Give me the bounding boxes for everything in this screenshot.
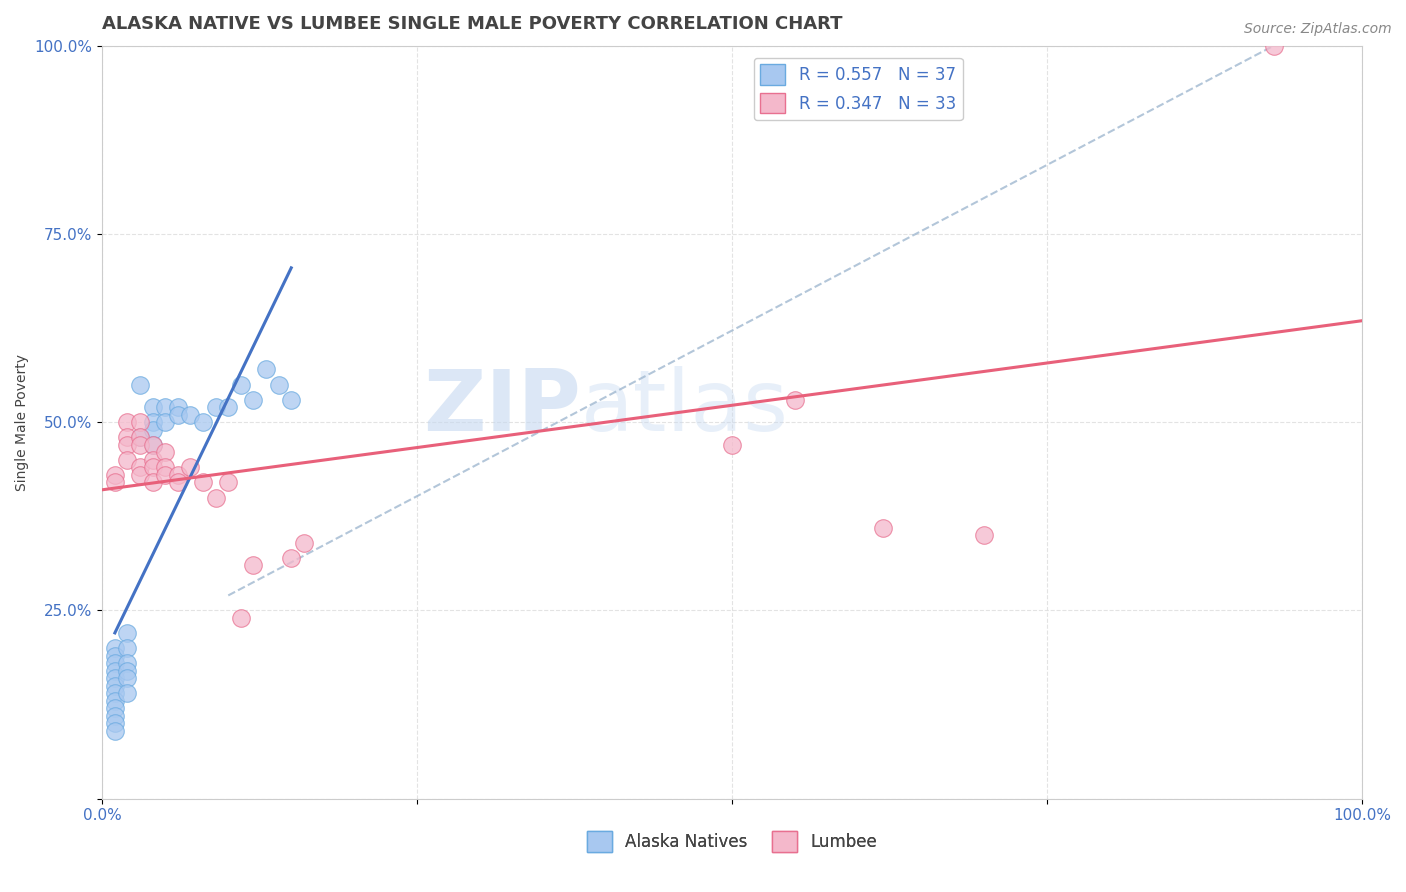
Text: ZIP: ZIP (423, 366, 581, 449)
Point (117, 664, 139, 678)
Point (104, 671, 127, 685)
Point (142, 453, 165, 467)
Point (129, 377, 152, 392)
Point (142, 415, 165, 429)
Point (104, 709, 127, 723)
Point (142, 400, 165, 414)
Point (117, 626, 139, 640)
Point (167, 408, 190, 422)
Point (104, 679, 127, 693)
Text: ALASKA NATIVE VS LUMBEE SINGLE MALE POVERTY CORRELATION CHART: ALASKA NATIVE VS LUMBEE SINGLE MALE POVE… (103, 15, 842, 33)
Point (104, 467, 127, 482)
Point (142, 438, 165, 452)
Text: Source: ZipAtlas.com: Source: ZipAtlas.com (1244, 22, 1392, 37)
Point (117, 686, 139, 700)
Point (117, 453, 139, 467)
Point (104, 701, 127, 715)
Point (267, 377, 290, 392)
Point (104, 656, 127, 670)
Point (155, 400, 177, 414)
Point (104, 723, 127, 738)
Point (204, 491, 226, 505)
Point (117, 656, 139, 670)
Point (872, 521, 894, 535)
Point (179, 460, 201, 475)
Point (179, 408, 201, 422)
Point (155, 467, 177, 482)
Point (104, 686, 127, 700)
Y-axis label: Single Male Poverty: Single Male Poverty (15, 354, 30, 491)
Legend: Alaska Natives, Lumbee: Alaska Natives, Lumbee (581, 824, 884, 858)
Point (142, 423, 165, 437)
Text: atlas: atlas (581, 366, 789, 449)
Point (292, 535, 315, 549)
Point (229, 611, 252, 625)
Point (117, 415, 139, 429)
Point (104, 694, 127, 708)
Point (129, 415, 152, 429)
Point (217, 400, 239, 414)
Point (117, 438, 139, 452)
Point (117, 671, 139, 685)
Point (104, 641, 127, 656)
Point (242, 392, 264, 407)
Point (280, 392, 302, 407)
Point (191, 475, 214, 490)
Point (167, 467, 190, 482)
Point (129, 430, 152, 444)
Point (104, 475, 127, 490)
Point (104, 716, 127, 731)
Point (155, 415, 177, 429)
Point (142, 438, 165, 452)
Point (167, 400, 190, 414)
Point (229, 377, 252, 392)
Point (142, 460, 165, 475)
Point (242, 558, 264, 573)
Point (104, 664, 127, 678)
Point (142, 475, 165, 490)
Point (129, 467, 152, 482)
Point (155, 445, 177, 459)
Point (973, 528, 995, 542)
Point (254, 362, 277, 376)
Point (129, 460, 152, 475)
Point (155, 460, 177, 475)
Point (117, 430, 139, 444)
Point (104, 648, 127, 663)
Point (217, 475, 239, 490)
Point (204, 400, 226, 414)
Point (129, 438, 152, 452)
Point (191, 415, 214, 429)
Point (1263, 38, 1285, 53)
Point (785, 392, 807, 407)
Point (167, 475, 190, 490)
Point (721, 438, 744, 452)
Point (117, 641, 139, 656)
Point (129, 430, 152, 444)
Point (280, 550, 302, 565)
